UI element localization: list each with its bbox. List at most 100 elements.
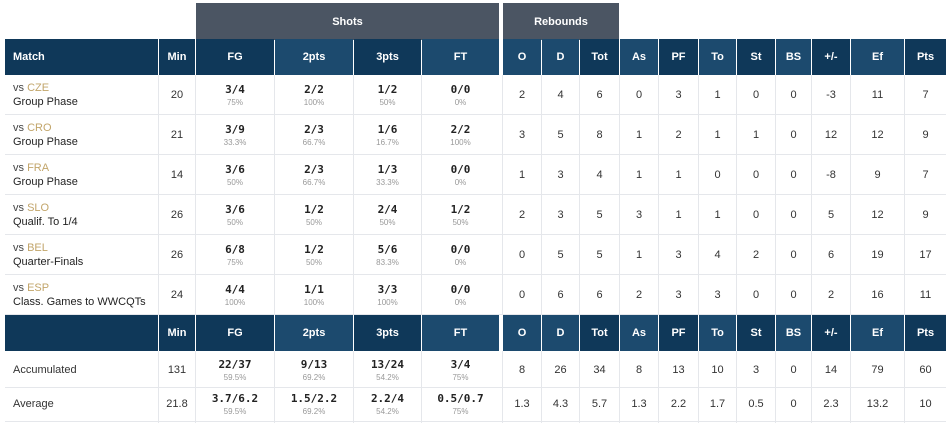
total-cell-bs: 0 (776, 386, 811, 422)
match-opponent[interactable]: vs BEL (13, 242, 48, 254)
column-header-match[interactable]: Match (5, 39, 158, 75)
row-divider (5, 387, 946, 388)
p2-percentage: 66.7% (302, 178, 326, 187)
match-opponent[interactable]: vs SLO (13, 202, 49, 214)
ft-made-attempted: 0/0 (450, 243, 471, 256)
column-header-st[interactable]: St (737, 39, 775, 75)
column-divider (158, 75, 159, 315)
summary-header-as[interactable]: As (620, 315, 658, 351)
summary-header-p2[interactable]: 2pts (275, 315, 353, 351)
to-value: 1 (714, 129, 721, 141)
summary-header-match[interactable] (5, 315, 158, 351)
total-cell-match: Accumulated (5, 352, 158, 388)
summary-header-pm[interactable]: +/- (812, 315, 850, 351)
min-value: 21 (170, 129, 184, 141)
opponent-code: BEL (27, 242, 48, 254)
summary-header-ft[interactable]: FT (422, 315, 499, 351)
d-value: 26 (554, 364, 567, 376)
cell-st: 0 (737, 75, 775, 115)
cell-pf: 1 (659, 195, 698, 235)
column-header-as[interactable]: As (620, 39, 658, 75)
pts-value: 9 (922, 209, 929, 221)
column-header-fg[interactable]: FG (196, 39, 274, 75)
d-value: 3 (557, 209, 564, 221)
column-header-p2[interactable]: 2pts (275, 39, 353, 75)
column-header-tot[interactable]: Tot (580, 39, 619, 75)
fg-made-attempted: 3.7/6.2 (211, 392, 259, 405)
summary-header-pf[interactable]: PF (659, 315, 698, 351)
ef-value: 16 (871, 289, 884, 301)
summary-header-pts[interactable]: Pts (905, 315, 946, 351)
column-header-o[interactable]: O (503, 39, 541, 75)
cell-fg: 3/4 75% (196, 75, 274, 115)
cell-pm: 5 (812, 195, 850, 235)
column-header-pm[interactable]: +/- (812, 39, 850, 75)
cell-tot: 5 (580, 195, 619, 235)
p2-percentage: 69.2% (302, 407, 326, 416)
column-header-ef[interactable]: Ef (851, 39, 904, 75)
opponent-code: SLO (27, 202, 50, 214)
column-divider (698, 75, 699, 315)
ft-made-attempted: 0/0 (450, 283, 471, 296)
p3-made-attempted: 2.2/4 (370, 392, 405, 405)
summary-header-o[interactable]: O (503, 315, 541, 351)
ef-value: 13.2 (866, 398, 889, 410)
cell-p2: 1/2 50% (275, 195, 353, 235)
column-header-pts[interactable]: Pts (905, 39, 946, 75)
st-value: 0 (752, 169, 760, 181)
fg-percentage: 59.5% (223, 373, 247, 382)
p2-percentage: 69.2% (302, 373, 326, 382)
match-opponent[interactable]: vs CZE (13, 82, 49, 94)
ef-value: 11 (871, 89, 884, 101)
column-divider (502, 75, 503, 315)
match-opponent[interactable]: vs ESP (13, 282, 49, 294)
cell-to: 0 (699, 155, 736, 195)
summary-header-d[interactable]: D (542, 315, 579, 351)
min-value: 26 (170, 209, 184, 221)
total-cell-pf: 2.2 (659, 386, 698, 422)
column-header-min[interactable]: Min (159, 39, 195, 75)
cell-p2: 2/3 66.7% (275, 155, 353, 195)
summary-header-fg[interactable]: FG (196, 315, 274, 351)
cell-as: 2 (620, 275, 658, 315)
summary-header-min[interactable]: Min (159, 315, 195, 351)
column-divider (904, 351, 905, 423)
cell-bs: 0 (776, 75, 811, 115)
column-header-bs[interactable]: BS (776, 39, 811, 75)
cell-p2: 1/1 100% (275, 275, 353, 315)
column-header-ft[interactable]: FT (422, 39, 499, 75)
d-value: 5 (557, 249, 564, 261)
column-header-d[interactable]: D (542, 39, 579, 75)
pts-value: 10 (919, 398, 932, 410)
column-header-to[interactable]: To (699, 39, 736, 75)
column-divider (619, 75, 620, 315)
column-divider (541, 75, 542, 315)
p2-made-attempted: 1.5/2.2 (290, 392, 338, 405)
cell-pf: 1 (659, 155, 698, 195)
column-header-pf[interactable]: PF (659, 39, 698, 75)
column-divider (698, 351, 699, 423)
summary-header-ef[interactable]: Ef (851, 315, 904, 351)
summary-header-to[interactable]: To (699, 315, 736, 351)
o-value: 0 (518, 289, 526, 301)
cell-min: 26 (159, 235, 195, 275)
match-opponent[interactable]: vs FRA (13, 162, 49, 174)
row-divider (5, 314, 946, 315)
cell-pm: -8 (812, 155, 850, 195)
summary-header-st[interactable]: St (737, 315, 775, 351)
column-divider (811, 75, 812, 315)
summary-header-p3[interactable]: 3pts (354, 315, 421, 351)
summary-header-tot[interactable]: Tot (580, 315, 619, 351)
d-value: 4 (557, 89, 564, 101)
ef-value: 79 (871, 364, 884, 376)
pm-value: -8 (826, 169, 836, 181)
o-value: 8 (518, 364, 526, 376)
summary-header-bs[interactable]: BS (776, 315, 811, 351)
p2-made-attempted: 1/1 (304, 283, 324, 296)
cell-bs: 0 (776, 115, 811, 155)
cell-p3: 1/6 16.7% (354, 115, 421, 155)
fg-percentage: 33.3% (223, 138, 247, 147)
p2-made-attempted: 9/13 (300, 358, 328, 371)
match-opponent[interactable]: vs CRO (13, 122, 52, 134)
column-header-p3[interactable]: 3pts (354, 39, 421, 75)
